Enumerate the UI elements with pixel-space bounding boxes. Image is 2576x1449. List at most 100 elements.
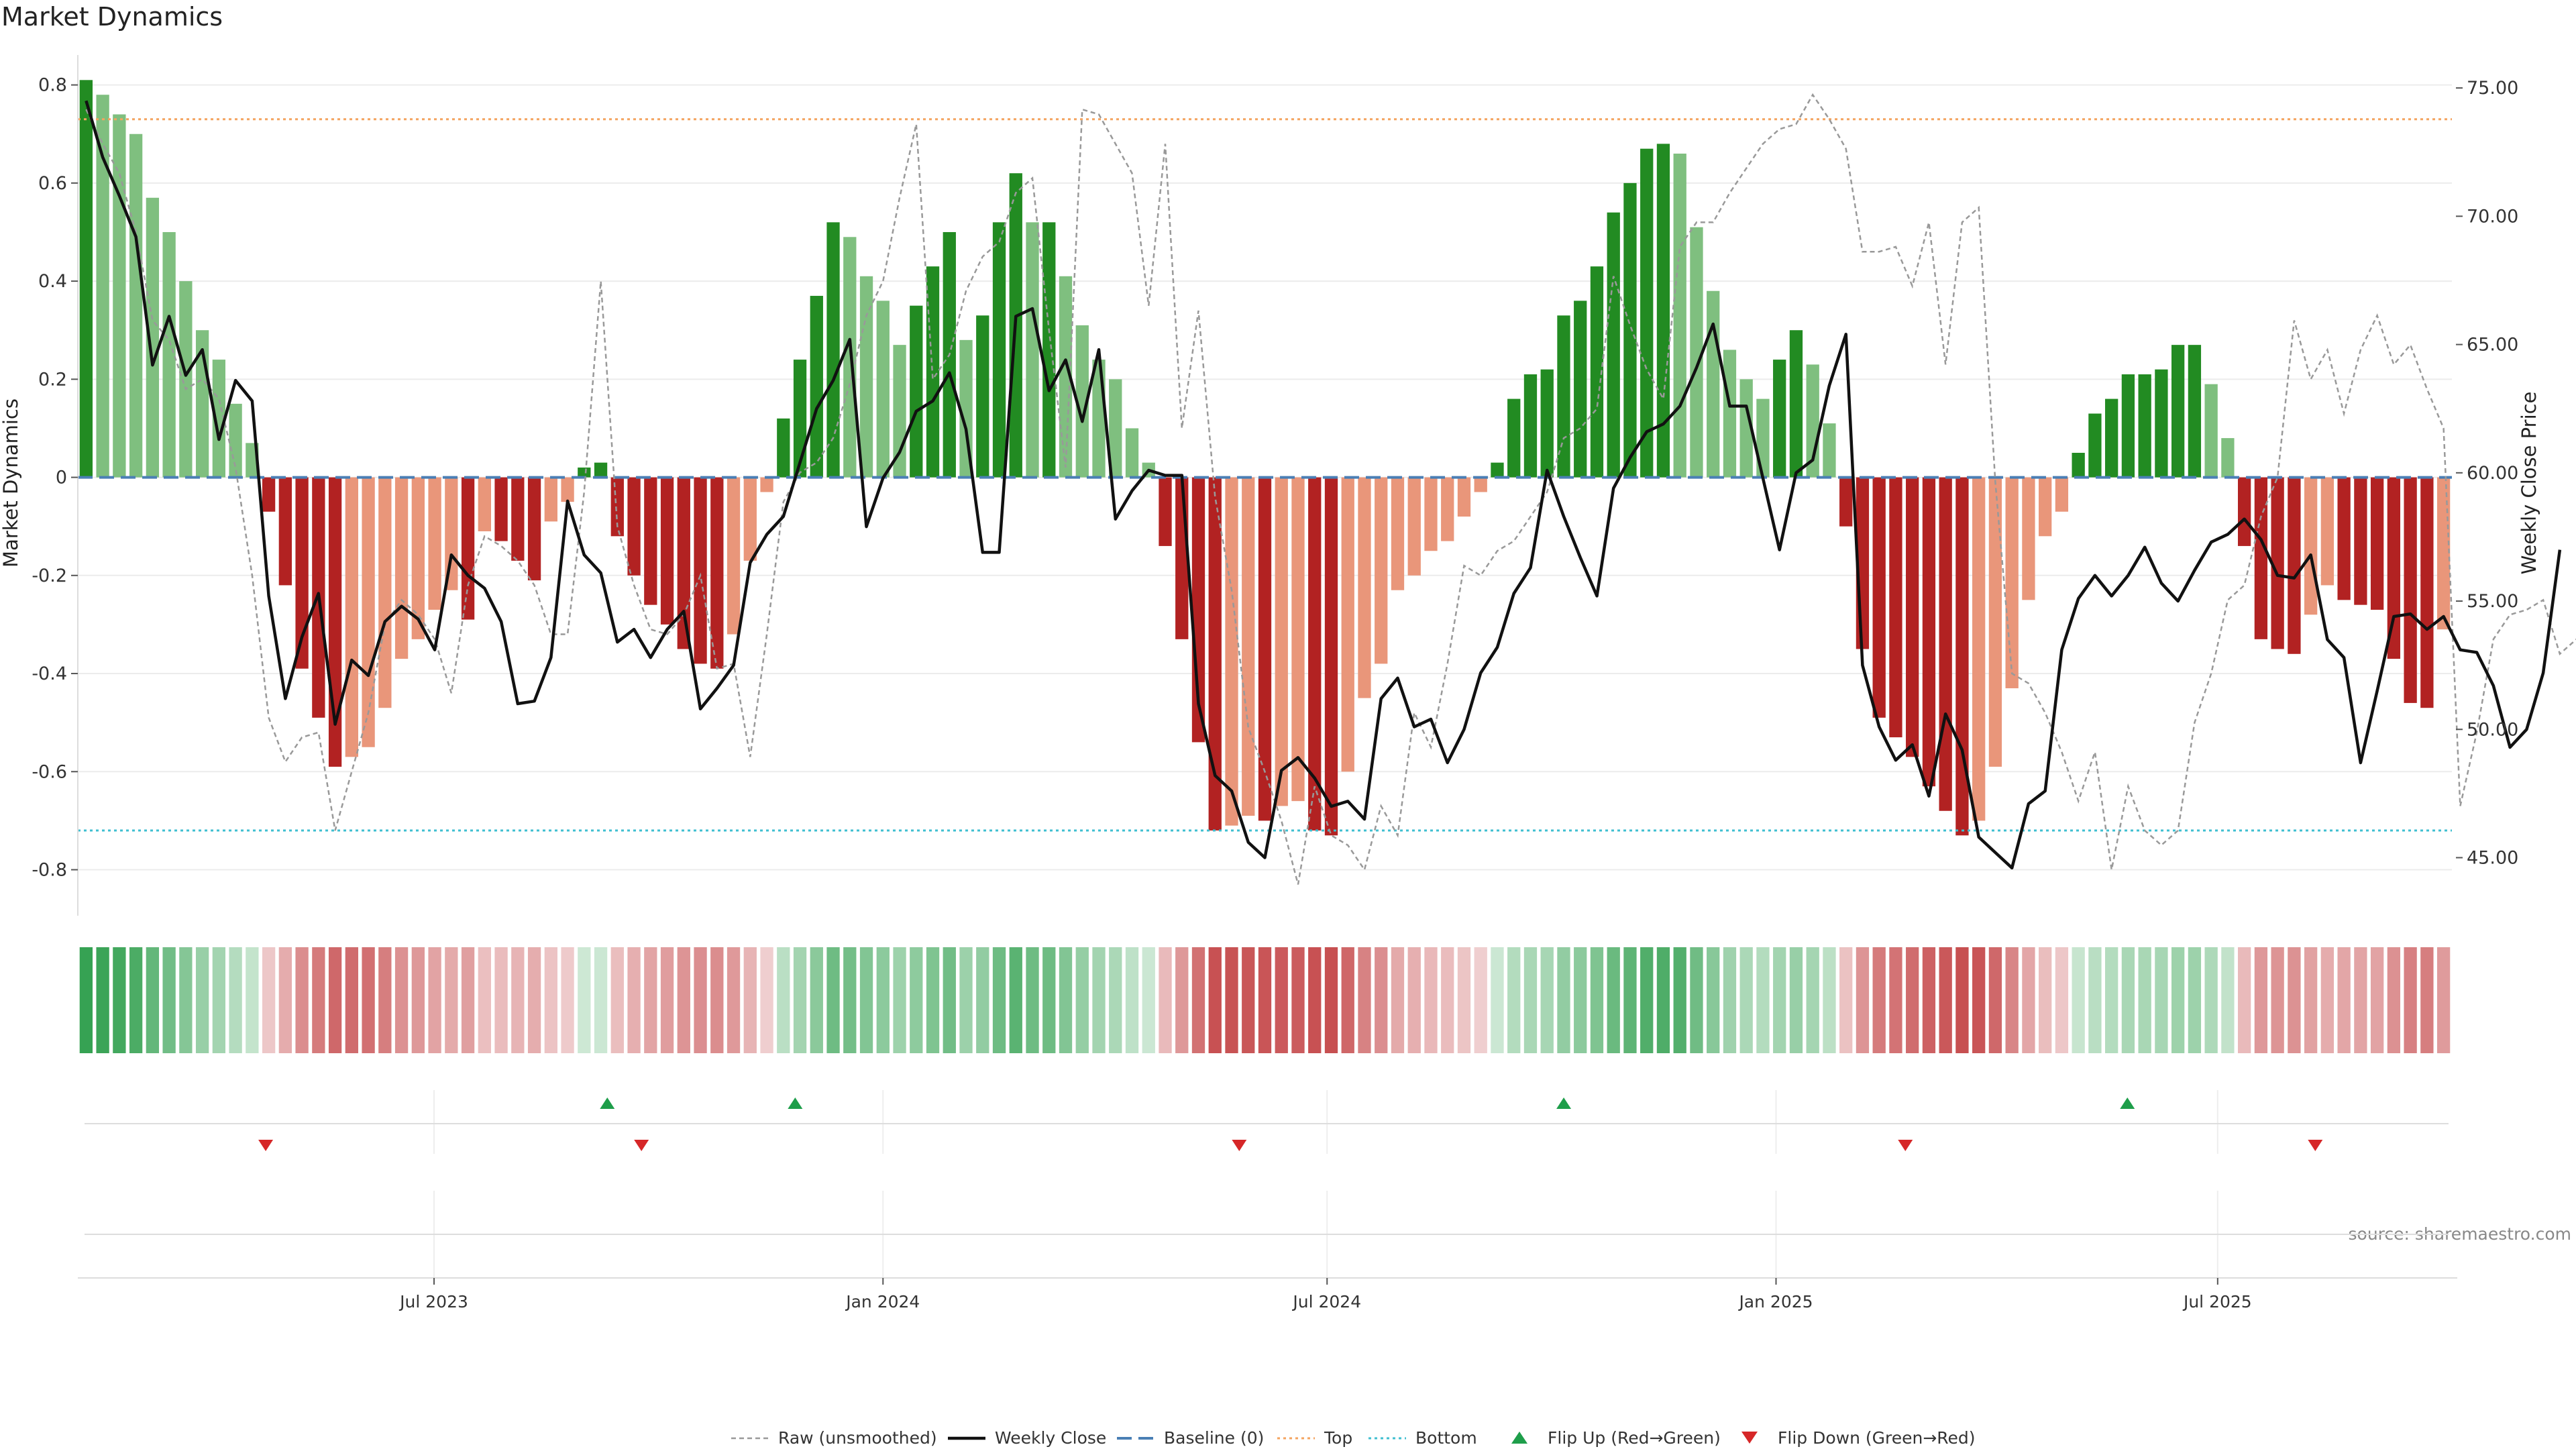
heatmap-cell — [2138, 947, 2151, 1053]
y-tick-label-left: 0.2 — [38, 369, 67, 390]
legend-label: Baseline (0) — [1164, 1428, 1264, 1448]
heatmap-cell — [295, 947, 309, 1053]
bar — [1291, 477, 1305, 802]
heatmap-cell — [146, 947, 160, 1053]
x-axis: Jul 2023 Jan 2024 Jul 2024 Jan 2025 Jul 2025 — [78, 1191, 2457, 1311]
bar — [1042, 222, 1056, 478]
heatmap-cell — [1540, 947, 1554, 1053]
bar — [2171, 345, 2185, 478]
bar — [428, 477, 441, 610]
y-axis-left-ticks: 0.8 0.6 0.4 0.2 0 -0.2 -0.4 -0.6 -0.8 — [32, 55, 78, 916]
bar — [810, 296, 823, 478]
heatmap-cell — [2055, 947, 2069, 1053]
heatmap-cell — [1557, 947, 1570, 1053]
heatmap-cell — [727, 947, 741, 1053]
heatmap-cell — [1391, 947, 1405, 1053]
bar — [362, 477, 375, 747]
heatmap-cell — [843, 947, 857, 1053]
bar — [2155, 369, 2168, 478]
bar — [660, 477, 674, 625]
heatmap-cell — [926, 947, 940, 1053]
heatmap-cell — [1491, 947, 1504, 1053]
heatmap-cell — [1042, 947, 1056, 1053]
heatmap-cell — [2370, 947, 2384, 1053]
heatmap-cell — [2320, 947, 2334, 1053]
heatmap-cell — [2022, 947, 2035, 1053]
heatmap-cell — [2155, 947, 2168, 1053]
bar — [1823, 423, 1836, 478]
x-tick-label: Jul 2025 — [2182, 1292, 2252, 1311]
heatmap-cell — [826, 947, 840, 1053]
bar — [2039, 477, 2052, 537]
heatmap-cell — [1823, 947, 1836, 1053]
heatmap-cell — [129, 947, 143, 1053]
bar — [229, 403, 242, 478]
heatmap-cell — [1690, 947, 1703, 1053]
weekly-close-line — [85, 100, 2562, 870]
bar — [1939, 477, 1952, 811]
bar — [511, 477, 525, 561]
bar — [1590, 266, 1604, 478]
heatmap-cell — [1656, 947, 1670, 1053]
heatmap-cell — [610, 947, 624, 1053]
reference-lines — [78, 118, 2452, 832]
bar — [1523, 374, 1538, 478]
bar — [1839, 477, 1853, 527]
bar — [1739, 379, 1753, 478]
bar — [2204, 384, 2218, 478]
bar — [1922, 477, 1936, 787]
bar — [1906, 477, 1919, 757]
heatmap-cell — [1308, 947, 1322, 1053]
heatmap-cell — [992, 947, 1006, 1053]
heatmap-cell — [2337, 947, 2351, 1053]
heatmap-cell — [1142, 947, 1155, 1053]
bar — [578, 467, 591, 478]
heatmap-cell — [976, 947, 989, 1053]
bar — [2337, 477, 2351, 600]
bar — [2387, 477, 2401, 659]
bar — [527, 477, 541, 581]
bar — [1988, 477, 2002, 767]
heatmap-cell — [810, 947, 823, 1053]
bar — [694, 477, 707, 664]
chart-title: Market Dynamics — [1, 2, 223, 32]
bar — [1391, 477, 1405, 590]
heatmap-cell — [1208, 947, 1222, 1053]
heatmap-cell — [2088, 947, 2102, 1053]
heatmap-cell — [1607, 947, 1620, 1053]
flip-up-marker — [788, 1097, 803, 1109]
y-axis-label-left: Market Dynamics — [0, 398, 22, 568]
legend-swatch — [1741, 1432, 1758, 1444]
bar — [2055, 477, 2069, 512]
heatmap-cell — [1806, 947, 1819, 1053]
heatmap-cell — [428, 947, 441, 1053]
flip-down-marker — [1232, 1140, 1247, 1151]
heatmap-cell — [461, 947, 475, 1053]
bar — [1707, 290, 1720, 478]
heatmap-cell — [743, 947, 757, 1053]
bar — [1092, 360, 1106, 478]
bar — [594, 462, 608, 478]
bar — [1574, 301, 1587, 478]
bar — [910, 305, 923, 478]
heatmap-cell — [1225, 947, 1238, 1053]
bar — [544, 477, 557, 522]
bar — [1540, 369, 1554, 478]
bar — [1059, 276, 1073, 478]
heatmap-cell — [1242, 947, 1255, 1053]
heatmap-cell — [162, 947, 176, 1053]
bar — [96, 95, 109, 478]
heatmap-cell — [644, 947, 657, 1053]
bar — [743, 477, 757, 561]
heatmap-cell — [1258, 947, 1272, 1053]
heatmap-cell — [1291, 947, 1305, 1053]
heatmap-strip — [79, 947, 2451, 1053]
heatmap-cell — [1523, 947, 1538, 1053]
bar — [2320, 477, 2334, 586]
heatmap-cell — [1739, 947, 1753, 1053]
bar — [278, 477, 292, 586]
bar — [1407, 477, 1421, 576]
heatmap-cell — [1441, 947, 1454, 1053]
heatmap-cell — [1191, 947, 1205, 1053]
heatmap-cell — [2005, 947, 2019, 1053]
